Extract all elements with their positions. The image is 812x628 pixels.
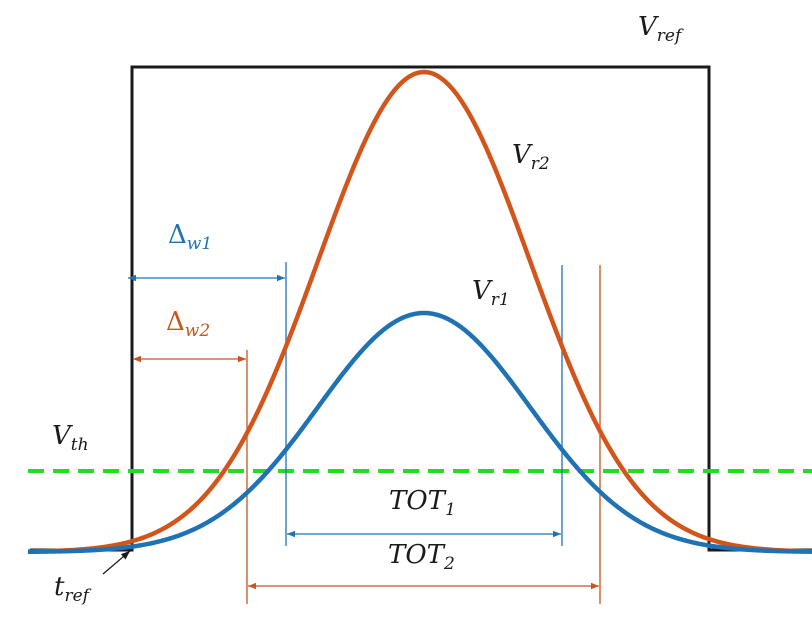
label-delta-w2: Δw2 bbox=[166, 307, 210, 341]
label-tot2: TOT2 bbox=[388, 540, 455, 574]
label-delta-w1: Δw1 bbox=[168, 220, 212, 254]
label-v-th: Vth bbox=[52, 421, 89, 455]
reference-pulse bbox=[30, 65, 812, 552]
label-v-r1: Vr1 bbox=[472, 276, 510, 310]
vr2-curve bbox=[27, 69, 812, 554]
label-v-ref: Vref bbox=[638, 12, 684, 46]
label-v-r2: Vr2 bbox=[512, 140, 550, 174]
vr1-curve bbox=[27, 310, 812, 555]
label-tot1: TOT1 bbox=[389, 486, 456, 520]
t-ref-pointer bbox=[102, 550, 131, 575]
label-t-ref: tref bbox=[54, 572, 92, 606]
